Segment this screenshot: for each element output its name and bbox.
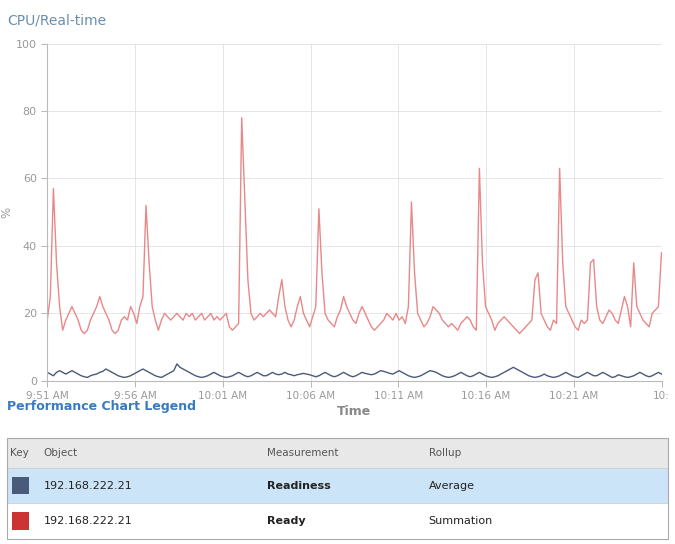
Text: Rollup: Rollup <box>429 448 461 458</box>
Text: Average: Average <box>429 480 475 491</box>
Text: Object: Object <box>44 448 78 458</box>
Text: Key: Key <box>10 448 29 458</box>
Text: Performance Chart Legend: Performance Chart Legend <box>7 400 196 413</box>
Y-axis label: %: % <box>0 207 13 218</box>
Text: 192.168.222.21: 192.168.222.21 <box>44 516 132 526</box>
Text: Measurement: Measurement <box>267 448 338 458</box>
X-axis label: Time: Time <box>338 405 371 418</box>
Text: CPU/Real-time: CPU/Real-time <box>7 14 106 28</box>
Text: Summation: Summation <box>429 516 493 526</box>
Text: Ready: Ready <box>267 516 305 526</box>
Text: 192.168.222.21: 192.168.222.21 <box>44 480 132 491</box>
Text: Readiness: Readiness <box>267 480 330 491</box>
